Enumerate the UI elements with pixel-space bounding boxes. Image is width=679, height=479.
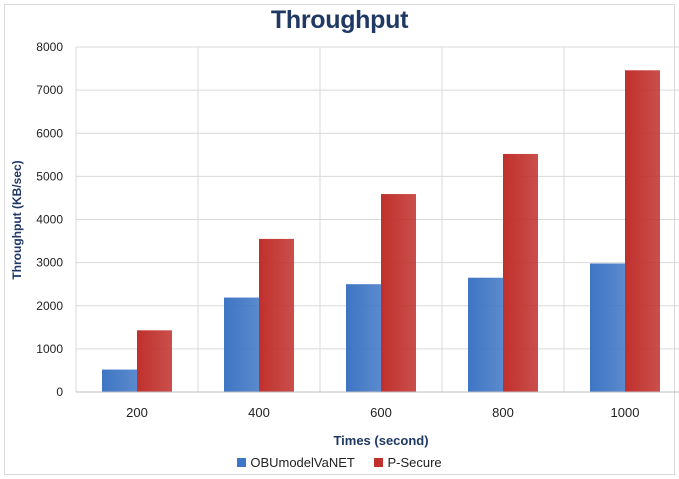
y-axis-label: Throughput (KB/sec): [10, 160, 24, 279]
legend-item-series-2: P-Secure: [374, 455, 442, 470]
legend: OBUmodelVaNET P-Secure: [0, 455, 679, 470]
y-tick-label: 5000: [36, 169, 63, 183]
bar-series-2-600: [381, 194, 416, 392]
y-tick-label: 1000: [36, 342, 63, 356]
legend-swatch-series-2: [374, 458, 384, 467]
x-tick-label: 800: [492, 405, 514, 420]
bar-series-2-1000: [625, 70, 660, 392]
bar-series-1-1000: [590, 263, 625, 392]
y-axis-ticks: 0 1000 2000 3000 4000 5000 6000 7000 8000: [36, 40, 63, 399]
x-axis-label: Times (second): [333, 433, 428, 448]
legend-swatch-series-1: [237, 458, 247, 467]
bar-series-1-400: [224, 297, 259, 392]
bar-series-1-800: [468, 277, 503, 392]
bar-series-1-600: [346, 284, 381, 392]
x-tick-label: 200: [126, 405, 148, 420]
legend-label-series-1: OBUmodelVaNET: [250, 455, 355, 470]
y-tick-label: 0: [56, 385, 63, 399]
bar-series-2-800: [503, 153, 538, 392]
x-tick-label: 1000: [611, 405, 640, 420]
x-tick-label: 600: [370, 405, 392, 420]
legend-label-series-2: P-Secure: [387, 455, 442, 470]
bars: [102, 70, 660, 392]
chart-title: Throughput: [270, 6, 409, 34]
x-axis-ticks: 200 400 600 800 1000: [126, 405, 639, 420]
y-tick-label: 2000: [36, 299, 63, 313]
y-tick-label: 3000: [36, 256, 63, 270]
y-tick-label: 6000: [36, 126, 63, 140]
y-tick-label: 8000: [36, 40, 63, 54]
y-tick-label: 7000: [36, 83, 63, 97]
bar-series-2-200: [137, 330, 172, 392]
legend-item-series-1: OBUmodelVaNET: [237, 455, 355, 470]
bar-series-1-200: [102, 369, 137, 392]
bar-series-2-400: [259, 238, 294, 392]
x-tick-label: 400: [248, 405, 270, 420]
chart-frame: [4, 4, 675, 475]
y-tick-label: 4000: [36, 213, 63, 227]
